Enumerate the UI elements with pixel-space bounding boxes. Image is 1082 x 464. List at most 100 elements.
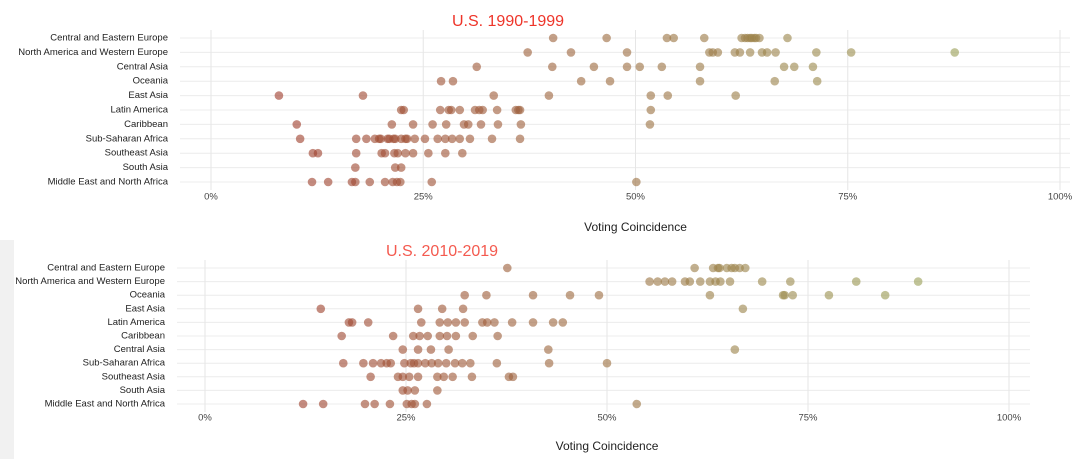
point (713, 48, 723, 57)
point (422, 399, 432, 409)
point (408, 148, 418, 158)
category-label: Central and Eastern Europe (47, 263, 165, 274)
point (402, 134, 412, 144)
point (318, 399, 328, 409)
point (323, 177, 333, 187)
point (789, 62, 799, 72)
point (396, 163, 406, 172)
point (370, 399, 379, 409)
point (632, 177, 641, 187)
point (396, 177, 405, 187)
point (410, 386, 420, 395)
point (427, 358, 437, 368)
point (424, 148, 433, 158)
point (699, 33, 709, 43)
point (451, 318, 461, 327)
category-label: Central Asia (114, 344, 166, 355)
point (351, 163, 360, 172)
point (492, 105, 502, 115)
category-label: East Asia (125, 303, 165, 314)
x-tick-label: 75% (838, 192, 858, 203)
point (523, 48, 532, 57)
category-label: Sub-Saharan Africa (83, 358, 166, 369)
point (669, 33, 679, 43)
point (433, 134, 442, 144)
point (433, 372, 442, 382)
point (398, 345, 408, 354)
point (646, 91, 656, 100)
point (528, 318, 538, 327)
point (347, 318, 357, 327)
point (660, 277, 670, 286)
point (808, 62, 818, 72)
point (450, 358, 460, 368)
point (950, 48, 960, 57)
point (403, 386, 412, 395)
x-tick-label: 50% (597, 413, 617, 424)
point (779, 62, 789, 72)
point (292, 120, 302, 129)
category-label: North America and Western Europe (15, 276, 165, 287)
point (428, 120, 437, 129)
point (390, 163, 400, 172)
chart-title: U.S. 1990-1999 (452, 13, 564, 30)
point (738, 304, 748, 314)
point (400, 358, 409, 368)
point (415, 331, 424, 341)
category-label: Southeast Asia (105, 148, 169, 159)
x-tick-label: 25% (414, 192, 434, 203)
point (385, 399, 395, 409)
point (788, 290, 798, 300)
point (762, 48, 772, 57)
point (274, 91, 284, 100)
point (576, 76, 586, 86)
point (548, 318, 558, 327)
point (463, 120, 473, 129)
x-tick-label: 50% (626, 192, 646, 203)
point (482, 318, 492, 327)
point (455, 134, 465, 144)
point (351, 148, 361, 158)
point (441, 358, 451, 368)
point (437, 304, 447, 314)
point (476, 120, 486, 129)
point (337, 331, 346, 341)
point (482, 290, 491, 300)
point (443, 318, 453, 327)
point (362, 134, 371, 144)
point (390, 134, 400, 144)
point (458, 148, 467, 158)
point (472, 62, 482, 72)
point (544, 345, 553, 354)
x-tick-label: 100% (1048, 192, 1073, 203)
point (544, 91, 554, 100)
point (528, 290, 538, 300)
point (467, 372, 477, 382)
category-label: Caribbean (121, 331, 165, 342)
point (663, 91, 673, 100)
point (657, 62, 667, 72)
category-label: Caribbean (124, 119, 168, 130)
point (653, 277, 662, 286)
point (441, 134, 450, 144)
point (745, 48, 755, 57)
point (548, 33, 558, 43)
point (442, 331, 452, 341)
point (731, 91, 740, 100)
point (408, 331, 418, 341)
point (492, 358, 502, 368)
point (547, 62, 557, 72)
point (366, 372, 375, 382)
point (493, 120, 503, 129)
point (645, 277, 654, 286)
point (447, 134, 457, 144)
point (783, 33, 792, 43)
point (508, 372, 518, 382)
x-tick-label: 75% (798, 413, 818, 424)
point (490, 318, 499, 327)
point (427, 177, 437, 187)
point (690, 263, 699, 273)
point (812, 48, 821, 57)
